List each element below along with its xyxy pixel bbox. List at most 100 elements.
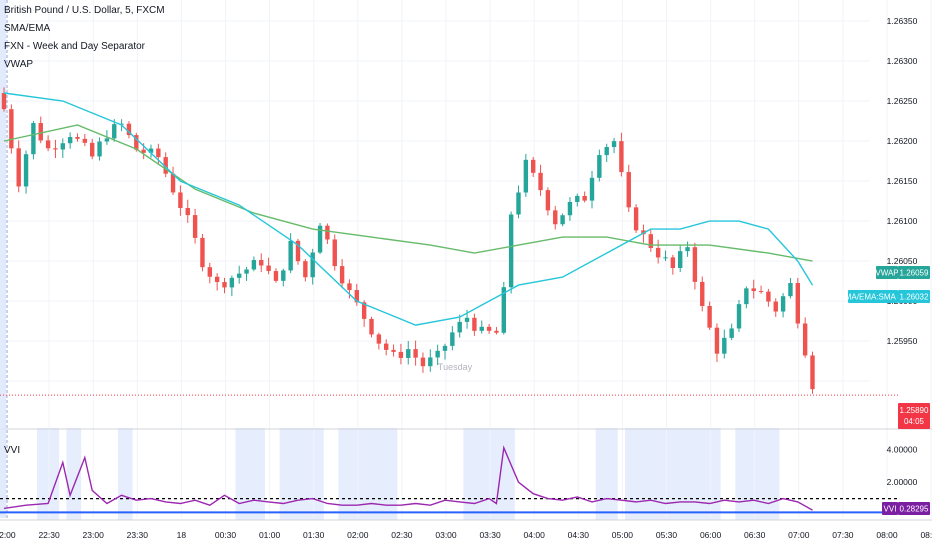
vvi-axis[interactable]: 4.00000 2.00000 xyxy=(887,444,918,487)
time-tick-label: 04:00 xyxy=(524,530,546,540)
candle-body xyxy=(60,143,65,150)
candle-body xyxy=(648,234,653,248)
candle-body xyxy=(810,355,815,390)
highlight-bands xyxy=(37,428,780,520)
candle-body xyxy=(192,215,198,238)
vvi-tag: VVI 0.28295 xyxy=(882,502,930,515)
time-tick-label: 07:00 xyxy=(788,530,810,540)
candle-body xyxy=(714,327,720,354)
time-tick-label: 22:30 xyxy=(38,530,60,540)
candle-body xyxy=(332,239,337,267)
time-tick-label: 02:30 xyxy=(391,530,413,540)
candle-body xyxy=(486,326,492,331)
candle-body xyxy=(729,328,734,338)
vwap-tag-value: 1.26059 xyxy=(900,269,929,278)
time-tick-label: 08:00 xyxy=(876,530,898,540)
candle-body xyxy=(134,135,139,150)
candle-body xyxy=(214,276,220,283)
highlight-band xyxy=(595,428,618,520)
candle-body xyxy=(795,283,800,324)
sma-tag: SMA/EMA:SMA #1 1.26032 xyxy=(839,290,930,303)
candle-body xyxy=(185,208,190,216)
candle-body xyxy=(663,257,668,259)
candle-body xyxy=(457,321,462,333)
candle-body xyxy=(597,155,602,178)
time-tick-label: 23:30 xyxy=(127,530,149,540)
vvi-pane-title[interactable]: VVI xyxy=(4,445,21,456)
candle-body xyxy=(273,271,279,281)
sma-tag-label: SMA/EMA:SMA #1 xyxy=(839,293,907,302)
time-tick-label: 05:00 xyxy=(612,530,634,540)
sma-tag-value: 1.26032 xyxy=(900,293,929,302)
candle-body xyxy=(384,343,389,350)
indicator-vwap[interactable]: VWAP xyxy=(4,59,34,70)
time-tick-label: 23:00 xyxy=(83,530,105,540)
time-tick-label: 22:00 xyxy=(0,530,16,540)
candle-body xyxy=(545,190,551,211)
candle-body xyxy=(376,334,382,344)
candle-body xyxy=(317,225,323,253)
candle-body xyxy=(178,192,183,209)
candle-body xyxy=(398,351,404,358)
candle-body xyxy=(531,159,536,173)
candle-body xyxy=(560,215,565,225)
candle-body xyxy=(633,207,639,231)
time-tick-label: 06:30 xyxy=(744,530,766,540)
candle-body xyxy=(126,123,132,136)
time-tick-label: 01:30 xyxy=(303,530,325,540)
indicator-sma-ema[interactable]: SMA/EMA xyxy=(4,23,51,34)
price-tick-label: 1.26100 xyxy=(887,216,918,226)
candle-body xyxy=(450,332,455,346)
vvi-line xyxy=(3,445,813,511)
candle-body xyxy=(222,282,227,288)
indicator-separator[interactable]: FXN - Week and Day Separator xyxy=(4,41,145,52)
time-tick-label: 03:00 xyxy=(435,530,457,540)
candle-body xyxy=(523,159,529,193)
time-tick-label: 01:00 xyxy=(259,530,281,540)
countdown-timer: 04:05 xyxy=(904,417,925,426)
candle-body xyxy=(75,137,80,139)
candle-body xyxy=(266,265,271,272)
candle-body xyxy=(538,172,543,191)
chart-title[interactable]: British Pound / U.S. Dollar, 5, FXCM xyxy=(4,5,165,16)
candle-body xyxy=(611,141,617,148)
candle-body xyxy=(354,290,359,303)
time-tick-label: 06:00 xyxy=(700,530,722,540)
price-tick-label: 1.26050 xyxy=(887,256,918,266)
time-tick-label: 03:30 xyxy=(479,530,501,540)
candle-body xyxy=(655,247,661,258)
candle-body xyxy=(156,148,161,158)
time-tick-label: 05:30 xyxy=(656,530,678,540)
candle-body xyxy=(148,148,154,153)
highlight-band xyxy=(625,428,721,520)
candle-body xyxy=(758,291,764,293)
candle-body xyxy=(722,337,727,354)
sma-tag-label-bg xyxy=(848,290,898,303)
price-tick-label: 1.26300 xyxy=(887,56,918,66)
candle-body xyxy=(567,201,573,216)
time-axis[interactable]: 22:00 22:30 23:00 23:30 18 00:30 01:00 01:30 02:… xyxy=(0,530,932,540)
time-tick-label: 08:30 xyxy=(920,530,932,540)
candle-body xyxy=(553,210,558,225)
candle-body xyxy=(802,323,808,356)
candle-body xyxy=(582,195,587,201)
highlight-band xyxy=(463,428,515,520)
candle-body xyxy=(589,177,595,201)
candle-body xyxy=(744,288,749,305)
candle-body xyxy=(82,138,88,143)
candle-body xyxy=(229,277,235,288)
candle-body xyxy=(237,273,242,278)
candle-body xyxy=(501,287,506,333)
vwap-tag-label: VWAP xyxy=(875,269,898,278)
candle-body xyxy=(288,240,293,271)
vvi-tick-label: 4.00000 xyxy=(887,444,918,454)
vvi-tick-label: 2.00000 xyxy=(887,477,918,487)
candle-body xyxy=(751,288,756,292)
candle-body xyxy=(23,154,29,187)
highlight-band xyxy=(117,428,133,520)
time-tick-label: 07:30 xyxy=(832,530,854,540)
candle-body xyxy=(259,260,264,266)
vwap-line xyxy=(3,92,814,326)
